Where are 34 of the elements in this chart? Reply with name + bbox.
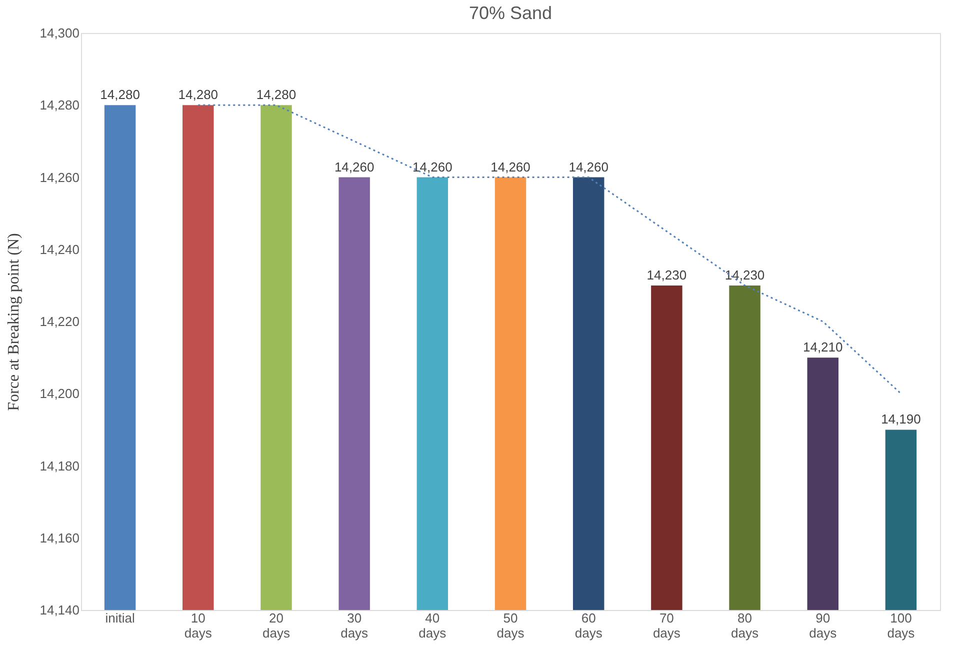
y-tick-label: 14,160 — [40, 530, 80, 546]
data-label: 14,210 — [802, 340, 843, 355]
y-tick-label: 14,280 — [40, 98, 80, 113]
x-tick-label: 20 days — [262, 610, 290, 640]
x-tick-label: 70 days — [652, 610, 681, 640]
x-tick-label: 80 days — [731, 610, 759, 640]
y-tick-label: 14,220 — [40, 314, 80, 329]
line-series — [197, 104, 902, 394]
y-tick-label: 14,240 — [40, 242, 80, 257]
data-label: 14,260 — [412, 159, 452, 174]
data-label: 14,280 — [178, 87, 218, 102]
x-tick-label: 50 days — [496, 610, 525, 640]
x-tick-label: 100 days — [887, 610, 916, 640]
y-tick-label: 14,260 — [40, 170, 80, 185]
data-label: 14,260 — [334, 159, 374, 174]
x-tick-label: 90 days — [809, 610, 838, 640]
x-tick-label: initial — [105, 610, 135, 626]
x-tick-label: 60 days — [574, 610, 603, 640]
data-label: 14,280 — [256, 87, 296, 102]
data-label: 14,260 — [568, 159, 608, 174]
y-axis-title: Force at Breaking point (N) — [6, 233, 23, 411]
y-tick-label: 14,140 — [40, 602, 80, 618]
chart-title: 70% Sand — [468, 3, 552, 23]
data-label: 14,230 — [724, 267, 765, 282]
data-label: 14,190 — [881, 412, 921, 427]
x-tick-label: 30 days — [340, 610, 369, 640]
y-tick-label: 14,180 — [40, 458, 80, 474]
y-tick-label: 14,300 — [40, 26, 80, 40]
y-tick-label: 14,200 — [40, 386, 80, 402]
x-tick-label: 40 days — [418, 610, 447, 640]
data-label: 14,280 — [100, 87, 140, 102]
data-label: 14,230 — [646, 267, 687, 282]
data-label: 14,260 — [490, 159, 530, 174]
x-tick-label: 10 days — [184, 610, 212, 640]
